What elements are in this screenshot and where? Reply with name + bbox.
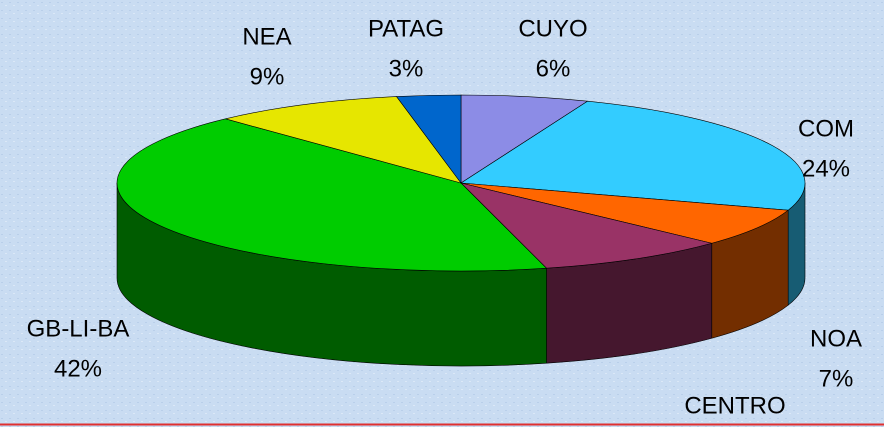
slice-label: NEA	[242, 23, 291, 50]
slice-label: PATAG	[368, 15, 444, 42]
slice	[460, 94, 589, 184]
slice-value-label: 24%	[802, 155, 850, 182]
slice	[460, 100, 806, 211]
slice-label: NOA	[810, 325, 862, 352]
slice-value-label: 42%	[54, 355, 102, 382]
slice	[460, 182, 712, 269]
slice-label: COM	[798, 115, 854, 142]
slice	[395, 94, 462, 184]
slice	[460, 182, 789, 244]
slice-label: CENTRO	[684, 392, 785, 419]
slice-value-label: 7%	[819, 365, 854, 392]
slice	[225, 96, 462, 184]
slice	[116, 118, 548, 272]
slice-label: GB-LI-BA	[27, 315, 130, 342]
slice-value-label: 9%	[250, 63, 285, 90]
slice-label: CUYO	[518, 15, 587, 42]
slice-value-label: 3%	[389, 55, 424, 82]
slice-value-label: 6%	[536, 55, 571, 82]
